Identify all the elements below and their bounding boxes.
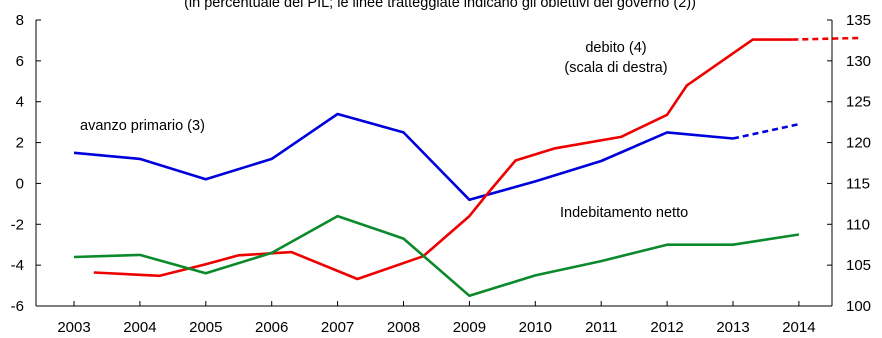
right-tick-label: 105 (846, 257, 871, 274)
annotation-avanzo: avanzo primario (3) (80, 118, 205, 134)
right-tick-label: 100 (846, 298, 871, 315)
right-y-axis: 100 105 110 115 120 125 130 135 (827, 12, 871, 315)
x-tick-label: 2004 (123, 319, 156, 336)
right-tick-label: 135 (846, 12, 871, 29)
right-tick-label: 125 (846, 94, 871, 111)
x-tick-label: 2009 (453, 319, 486, 336)
left-tick-label: 6 (16, 53, 24, 70)
x-tick-label: 2011 (585, 319, 617, 336)
x-tick-label: 2014 (782, 319, 815, 336)
annotation-background (544, 36, 688, 80)
left-tick-label: 8 (16, 12, 24, 29)
series-lines (73, 36, 859, 298)
x-tick-label: 2005 (189, 319, 222, 336)
left-tick-label: 0 (16, 175, 24, 192)
left-y-axis: -6 -4 -2 0 2 4 6 8 (11, 12, 41, 315)
debito-line-target (792, 36, 859, 41)
annotation-debito: debito (4) (585, 40, 646, 56)
debito-line (93, 38, 793, 281)
annotation-background (556, 201, 716, 225)
x-tick-label: 2012 (650, 319, 683, 336)
right-tick-label: 115 (846, 175, 870, 192)
x-axis-ticks: 2003 2004 2005 2006 2007 2008 2009 2010 2011 2012… (57, 301, 816, 336)
right-tick-label: 130 (846, 53, 871, 70)
x-tick-label: 2003 (57, 319, 90, 336)
x-tick-label: 2013 (716, 319, 749, 336)
left-tick-label: 4 (16, 94, 24, 111)
left-tick-label: -2 (11, 216, 24, 233)
left-tick-label: -6 (11, 298, 24, 315)
right-tick-label: 120 (846, 135, 871, 152)
x-tick-label: 2010 (519, 319, 552, 336)
annotation-indeb: Indebitamento netto (560, 205, 688, 221)
annotation-background (76, 114, 236, 138)
x-tick-label: 2006 (255, 319, 288, 336)
left-tick-label: 2 (16, 135, 24, 152)
annotations: debito (4) (scala di destra) avanzo primar… (76, 36, 716, 225)
x-tick-label: 2008 (387, 319, 420, 336)
indebitamento-netto-line (73, 214, 800, 298)
right-tick-label: 110 (846, 216, 870, 233)
annotation-debito: (scala di destra) (564, 60, 667, 76)
avanzo-primario-line-target (732, 122, 800, 140)
avanzo-primario-line (73, 112, 734, 202)
chart-subtitle: (in percentuale del PIL; le linee tratte… (184, 0, 696, 11)
x-tick-label: 2007 (321, 319, 354, 336)
left-tick-label: -4 (11, 257, 24, 274)
